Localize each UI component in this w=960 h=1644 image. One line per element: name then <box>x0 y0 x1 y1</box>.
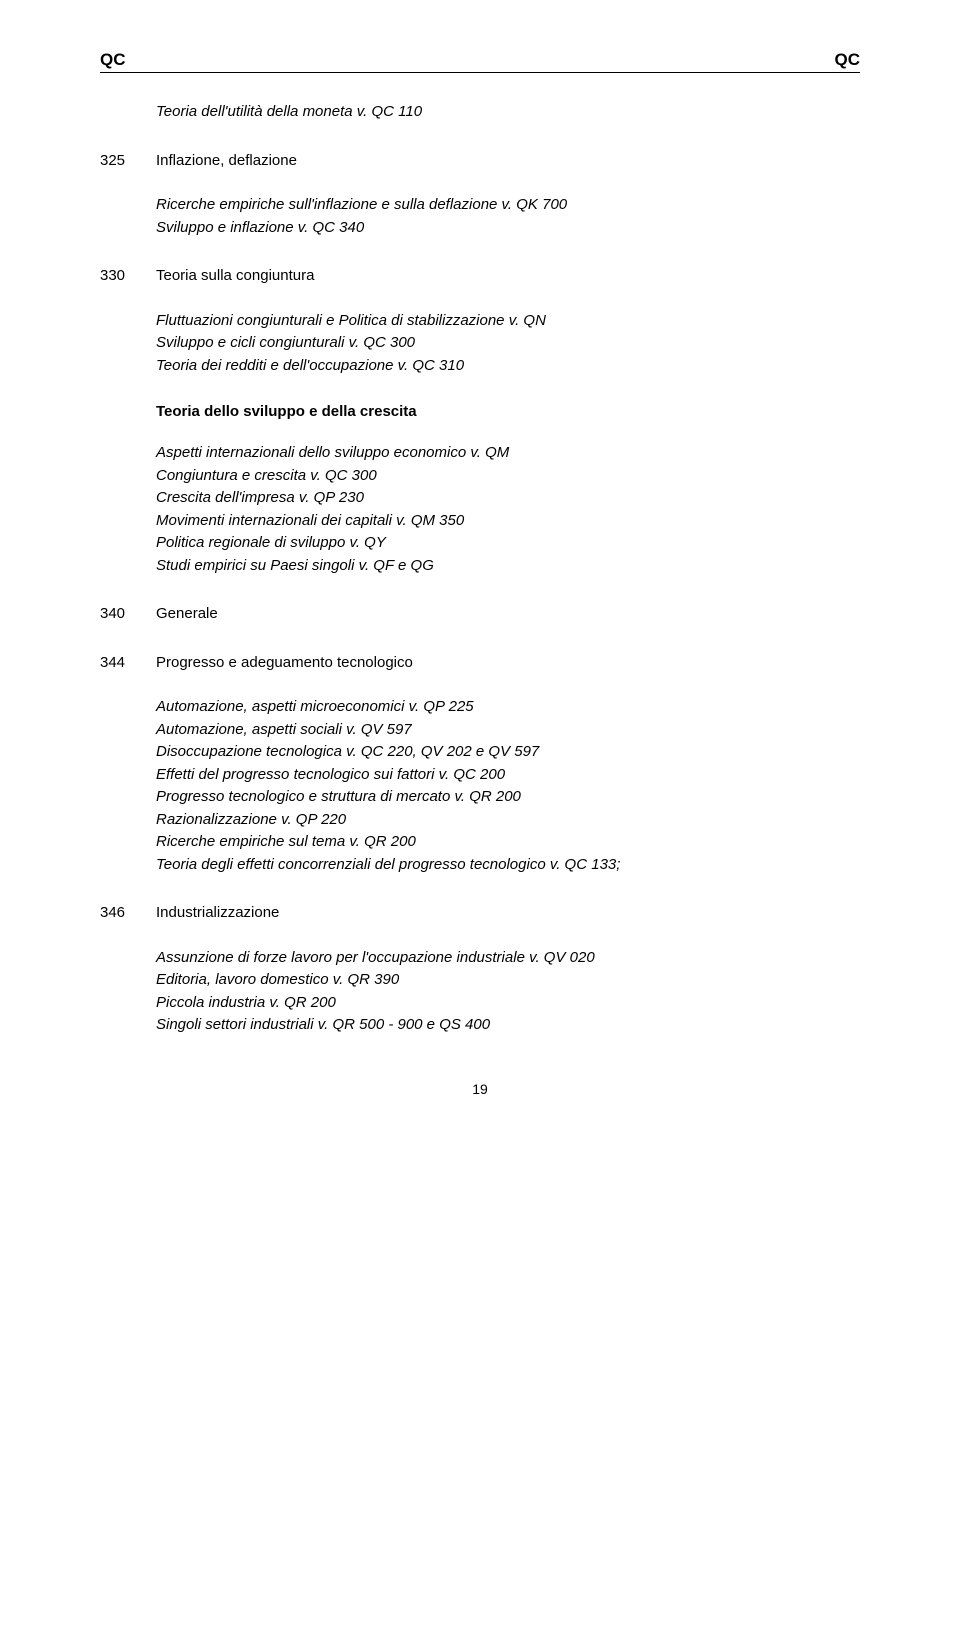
note-line: Movimenti internazionali dei capitali v.… <box>156 510 860 533</box>
note-line: Congiuntura e crescita v. QC 300 <box>156 465 860 488</box>
note-block: Automazione, aspetti microeconomici v. Q… <box>156 696 860 876</box>
entry: Teoria dell'utilità della moneta v. QC 1… <box>100 101 860 124</box>
entry-heading: Inflazione, deflazione <box>156 150 860 173</box>
note-line: Aspetti internazionali dello sviluppo ec… <box>156 442 860 465</box>
note-line: Disoccupazione tecnologica v. QC 220, QV… <box>156 741 860 764</box>
note-line: Effetti del progresso tecnologico sui fa… <box>156 764 860 787</box>
entry-row: 344 Progresso e adeguamento tecnologico <box>100 652 860 675</box>
note-line: Teoria dei redditi e dell'occupazione v.… <box>156 355 860 378</box>
note-line: Ricerche empiriche sul tema v. QR 200 <box>156 831 860 854</box>
note-line: Automazione, aspetti sociali v. QV 597 <box>156 719 860 742</box>
entry-code: 330 <box>100 267 156 284</box>
entry-heading: Industrializzazione <box>156 902 860 925</box>
note-line: Crescita dell'impresa v. QP 230 <box>156 487 860 510</box>
entry: 325 Inflazione, deflazione Ricerche empi… <box>100 150 860 240</box>
note-line: Sviluppo e cicli congiunturali v. QC 300 <box>156 332 860 355</box>
entry-heading: Progresso e adeguamento tecnologico <box>156 652 860 675</box>
entry-heading: Teoria dell'utilità della moneta v. QC 1… <box>156 101 860 124</box>
entry-heading: Teoria sulla congiuntura <box>156 265 860 288</box>
note-block: Fluttuazioni congiunturali e Politica di… <box>156 310 860 378</box>
entry-code: 346 <box>100 904 156 921</box>
entry: Aspetti internazionali dello sviluppo ec… <box>100 442 860 577</box>
note-line: Editoria, lavoro domestico v. QR 390 <box>156 969 860 992</box>
note-line: Piccola industria v. QR 200 <box>156 992 860 1015</box>
entry: 344 Progresso e adeguamento tecnologico … <box>100 652 860 877</box>
entry-heading: Generale <box>156 603 860 626</box>
note-line: Sviluppo e inflazione v. QC 340 <box>156 217 860 240</box>
page-number: 19 <box>100 1081 860 1097</box>
entry: 330 Teoria sulla congiuntura Fluttuazion… <box>100 265 860 377</box>
note-line: Teoria degli effetti concorrenziali del … <box>156 854 860 877</box>
entry-code: 344 <box>100 654 156 671</box>
entry-row: 325 Inflazione, deflazione <box>100 150 860 173</box>
header-right: QC <box>835 50 861 70</box>
note-block: Aspetti internazionali dello sviluppo ec… <box>156 442 860 577</box>
entry: 340 Generale <box>100 603 860 626</box>
note-line: Ricerche empiriche sull'inflazione e sul… <box>156 194 860 217</box>
note-line: Razionalizzazione v. QP 220 <box>156 809 860 832</box>
note-line: Studi empirici su Paesi singoli v. QF e … <box>156 555 860 578</box>
note-line: Assunzione di forze lavoro per l'occupaz… <box>156 947 860 970</box>
section-heading: Teoria dello sviluppo e della crescita <box>156 403 860 420</box>
entry-row: 346 Industrializzazione <box>100 902 860 925</box>
note-line: Progresso tecnologico e struttura di mer… <box>156 786 860 809</box>
note-block: Ricerche empiriche sull'inflazione e sul… <box>156 194 860 239</box>
page-header: QC QC <box>100 50 860 73</box>
entry-row: 340 Generale <box>100 603 860 626</box>
note-line: Politica regionale di sviluppo v. QY <box>156 532 860 555</box>
note-line: Singoli settori industriali v. QR 500 - … <box>156 1014 860 1037</box>
note-line: Fluttuazioni congiunturali e Politica di… <box>156 310 860 333</box>
entry-row: 330 Teoria sulla congiuntura <box>100 265 860 288</box>
header-left: QC <box>100 50 126 70</box>
note-line: Automazione, aspetti microeconomici v. Q… <box>156 696 860 719</box>
entry: 346 Industrializzazione Assunzione di fo… <box>100 902 860 1037</box>
entry-row: Teoria dell'utilità della moneta v. QC 1… <box>100 101 860 124</box>
entry-code: 325 <box>100 152 156 169</box>
note-block: Assunzione di forze lavoro per l'occupaz… <box>156 947 860 1037</box>
page: QC QC Teoria dell'utilità della moneta v… <box>0 0 960 1137</box>
entry-code: 340 <box>100 605 156 622</box>
